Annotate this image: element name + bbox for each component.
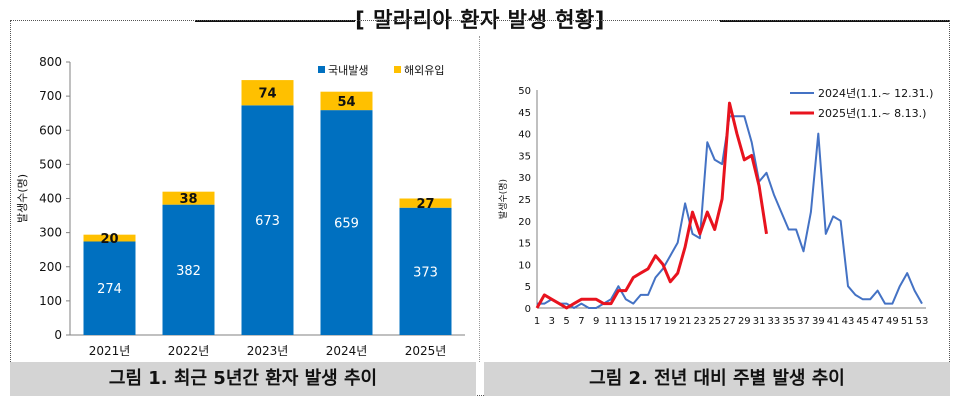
bar-data-label: 382 bbox=[176, 264, 201, 279]
bar-y-tick-label: 0 bbox=[54, 328, 62, 342]
bar-y-tick-label: 400 bbox=[39, 192, 62, 206]
bar-imported bbox=[399, 198, 452, 208]
bar-data-label: 38 bbox=[179, 192, 197, 207]
bar-y-tick-label: 100 bbox=[39, 294, 62, 308]
title-rule-left bbox=[195, 20, 355, 22]
bar-legend-label: 국내발생 bbox=[328, 64, 368, 77]
bar-domestic bbox=[162, 204, 215, 335]
bar-y-tick-label: 200 bbox=[39, 260, 62, 274]
bar-domestic bbox=[241, 105, 294, 336]
bar-data-label: 274 bbox=[97, 282, 122, 297]
title-rule-right bbox=[720, 20, 950, 22]
figure-frame bbox=[10, 20, 950, 396]
bar-domestic bbox=[399, 207, 452, 335]
bar-data-label: 27 bbox=[416, 197, 434, 212]
bar-y-axis-label: 발생수(명) bbox=[16, 174, 29, 223]
bar-y-tick-label: 300 bbox=[39, 226, 62, 240]
bar-x-tick-label: 2024년 bbox=[326, 344, 368, 358]
bar-chart-caption: 그림 1. 최근 5년간 환자 발생 추이 bbox=[10, 362, 476, 396]
bar-x-tick-label: 2023년 bbox=[247, 344, 289, 358]
bar-domestic bbox=[83, 241, 136, 335]
bar-legend-swatch bbox=[318, 66, 325, 73]
bar-data-label: 673 bbox=[255, 214, 280, 229]
bar-legend-label: 해외유입 bbox=[404, 63, 444, 77]
bar-y-tick-label: 600 bbox=[39, 123, 62, 137]
bar-imported bbox=[320, 91, 373, 111]
bar-y-tick-label: 500 bbox=[39, 157, 62, 171]
bar-x-tick-label: 2021년 bbox=[89, 344, 131, 358]
bar-imported bbox=[241, 80, 294, 106]
bar-data-label: 74 bbox=[258, 87, 276, 102]
bar-x-tick-label: 2022년 bbox=[168, 344, 210, 358]
bar-imported bbox=[162, 191, 215, 205]
bar-data-label: 54 bbox=[337, 95, 355, 110]
panel-divider bbox=[479, 36, 480, 362]
bar-chart: 0 100 200 300 400 500 600 700 800 발생수(명) 274 20 2021… bbox=[16, 55, 465, 358]
bar-data-label: 659 bbox=[334, 217, 359, 232]
bar-data-label: 20 bbox=[100, 232, 118, 247]
bar-x-tick-label: 2025년 bbox=[405, 344, 447, 358]
bar-legend-swatch bbox=[394, 66, 401, 73]
bar-data-label: 373 bbox=[413, 265, 438, 280]
bar-imported bbox=[83, 234, 136, 242]
line-chart-caption: 그림 2. 전년 대비 주별 발생 추이 bbox=[484, 362, 950, 396]
bar-y-tick-label: 700 bbox=[39, 89, 62, 103]
bar-y-tick-label: 800 bbox=[39, 55, 62, 69]
bar-domestic bbox=[320, 110, 373, 336]
